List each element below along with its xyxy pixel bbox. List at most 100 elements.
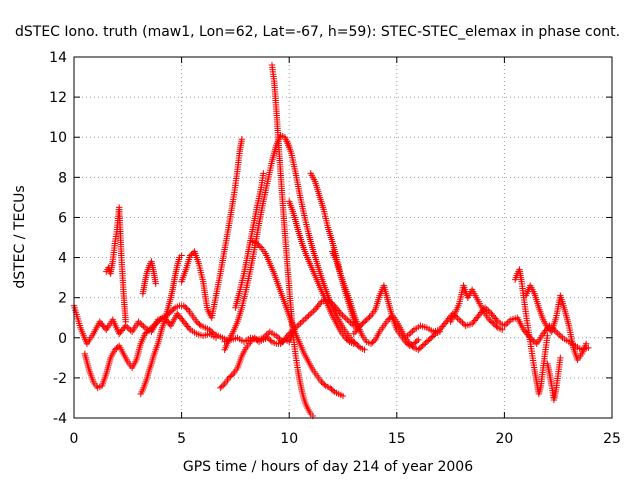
data-point <box>456 316 463 323</box>
data-point <box>313 304 320 312</box>
data-point <box>300 317 307 324</box>
data-point <box>410 340 418 347</box>
data-point <box>345 318 353 325</box>
x-tick-label: 10 <box>280 431 298 447</box>
data-point <box>253 240 261 247</box>
data-point <box>294 323 301 330</box>
data-point <box>141 330 149 337</box>
data-point <box>156 317 163 324</box>
data-point <box>305 312 312 319</box>
data-point <box>504 319 511 326</box>
data-point <box>359 320 366 327</box>
data-point <box>184 323 191 330</box>
data-point <box>544 332 551 339</box>
data-point <box>177 315 185 322</box>
data-point <box>347 319 354 326</box>
data-point <box>328 386 335 393</box>
data-point <box>180 318 187 325</box>
data-point <box>143 329 150 336</box>
data-point <box>407 329 414 336</box>
data-point <box>430 331 438 339</box>
data-point <box>183 305 190 312</box>
x-axis-label: GPS time / hours of day 214 of year 2006 <box>183 459 473 475</box>
data-point <box>196 321 203 328</box>
data-point <box>152 280 159 287</box>
data-point <box>267 337 274 344</box>
data-point <box>544 324 551 331</box>
data-point <box>367 340 375 347</box>
data-point <box>493 316 500 324</box>
data-point <box>303 314 311 321</box>
data-point <box>501 322 508 329</box>
data-point <box>144 327 152 335</box>
data-point <box>402 338 409 345</box>
data-point <box>490 313 498 321</box>
data-point <box>339 392 347 400</box>
x-tick-label: 5 <box>177 431 186 447</box>
data-point <box>117 328 124 336</box>
data-point <box>170 305 177 313</box>
y-tick-label: 2 <box>58 291 67 307</box>
data-point <box>460 321 468 328</box>
data-point <box>354 341 361 349</box>
data-point <box>315 301 323 309</box>
data-point <box>490 320 497 327</box>
data-point <box>472 315 480 323</box>
data-point <box>360 319 368 326</box>
data-point <box>238 136 246 143</box>
data-point <box>488 310 495 317</box>
data-point <box>174 310 181 317</box>
data-point <box>350 340 357 347</box>
data-point <box>363 316 370 323</box>
data-point <box>531 339 539 346</box>
data-point <box>344 337 352 344</box>
data-point <box>302 315 309 322</box>
data-point <box>279 338 286 345</box>
data-point <box>329 387 337 394</box>
data-point <box>556 331 563 338</box>
data-point <box>260 334 267 341</box>
data-point <box>261 333 269 340</box>
data-point <box>256 242 263 250</box>
data-point <box>153 319 160 327</box>
data-point <box>412 339 419 346</box>
data-point <box>506 318 513 325</box>
data-point <box>310 308 317 315</box>
data-point <box>165 319 172 326</box>
data-point <box>539 330 547 337</box>
x-tick-label: 20 <box>495 431 513 447</box>
data-point <box>225 374 233 382</box>
data-point <box>188 251 195 258</box>
data-point <box>420 341 428 348</box>
data-point <box>441 320 449 327</box>
data-point <box>339 312 346 319</box>
plot-frame <box>73 56 613 419</box>
data-point <box>340 313 348 320</box>
data-point <box>193 318 200 325</box>
data-point <box>428 334 435 341</box>
y-tick-label: 14 <box>49 50 67 66</box>
data-point <box>415 346 422 354</box>
data-point <box>439 323 446 330</box>
data-point <box>545 325 553 333</box>
data-point <box>422 339 429 347</box>
data-point <box>405 331 413 338</box>
data-point <box>276 335 283 342</box>
data-point <box>493 323 500 330</box>
data-point <box>119 325 127 333</box>
data-point <box>341 334 349 341</box>
data-point <box>206 326 213 333</box>
data-point <box>474 314 481 321</box>
data-point <box>274 334 282 341</box>
data-point <box>178 252 185 259</box>
data-point <box>127 327 134 334</box>
data-point <box>113 345 120 352</box>
data-point <box>487 317 494 325</box>
data-point <box>582 340 590 347</box>
data-point <box>437 324 445 332</box>
data-point <box>99 321 106 329</box>
data-point <box>111 346 119 354</box>
data-point <box>370 337 378 345</box>
data-point <box>263 331 270 338</box>
data-point <box>319 380 327 387</box>
